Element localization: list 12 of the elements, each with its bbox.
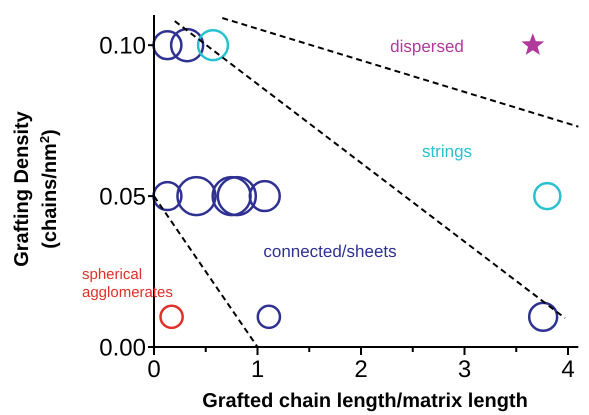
x-tick-label: 1 [250,356,264,383]
x-tick-label: 2 [354,356,368,383]
x-tick-label: 3 [458,356,472,383]
annotation: dispersed [390,37,464,56]
y-tick-label: 0.00 [99,334,146,362]
annotation: connected/sheets [263,242,397,261]
x-axis-title: Grafted chain length/matrix length [202,390,528,412]
x-tick-label: 0 [147,356,161,383]
annotation: strings [422,142,472,161]
y-tick-label: 0.05 [99,183,146,210]
y-tick-label: 0.10 [99,32,146,60]
x-tick-label: 4 [561,356,575,383]
